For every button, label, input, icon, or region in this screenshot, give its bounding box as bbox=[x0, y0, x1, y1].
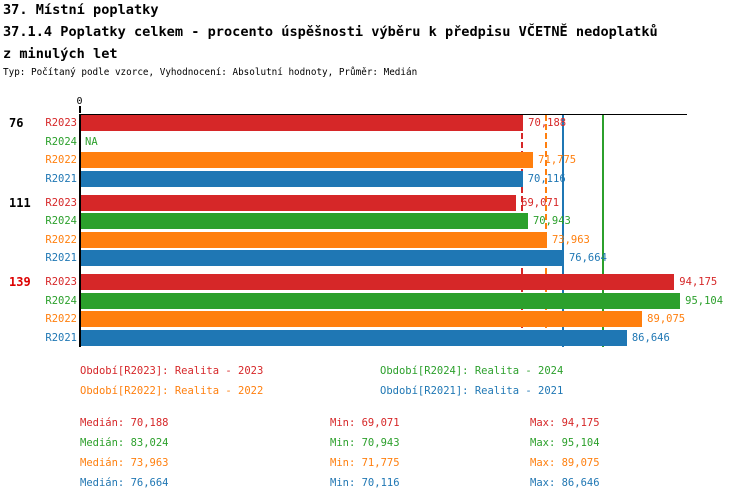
median-line-R2024 bbox=[602, 114, 604, 347]
chart-meta-line: Typ: Počítaný podle vzorce, Vyhodnocení:… bbox=[3, 67, 418, 78]
bar-value-label: 70,943 bbox=[532, 215, 571, 227]
bar-value-label: 69,071 bbox=[521, 196, 560, 209]
row-label-R2024: R2024 bbox=[45, 215, 77, 227]
group-label-111: 111 bbox=[9, 195, 31, 210]
bar-na-label-R2024: NA bbox=[85, 135, 98, 148]
row-label-R2024: R2024 bbox=[45, 135, 77, 148]
bar-value-label: 89,075 bbox=[647, 313, 686, 325]
group-label-139: 139 bbox=[9, 275, 31, 289]
bar-value-label: 70,116 bbox=[527, 172, 566, 185]
stat-median-R2023: Medián: 70,188 bbox=[80, 417, 169, 429]
bar-R2023-139 bbox=[81, 274, 675, 290]
bar-value-label: 76,664 bbox=[568, 252, 607, 264]
bar-R2022-76 bbox=[81, 152, 534, 168]
bar-R2021-139 bbox=[81, 329, 627, 346]
stat-max-R2023: Max: 94,175 bbox=[530, 417, 600, 429]
bar-R2023-76 bbox=[81, 115, 524, 131]
median-line-R2022 bbox=[545, 114, 547, 347]
row-label-R2022: R2022 bbox=[45, 233, 77, 246]
stat-min-R2022: Min: 71,775 bbox=[330, 457, 400, 469]
bar-R2024-111 bbox=[81, 213, 528, 229]
median-line-R2021 bbox=[562, 114, 564, 347]
stat-min-R2021: Min: 70,116 bbox=[330, 477, 400, 489]
row-label-R2023: R2023 bbox=[45, 276, 77, 288]
bar-value-label: 95,104 bbox=[685, 294, 724, 307]
chart-title-line2: z minulých let bbox=[3, 46, 118, 62]
group-label-76: 76 bbox=[9, 116, 24, 130]
bar-value-label: 70,188 bbox=[528, 117, 567, 129]
axis-tick bbox=[79, 106, 81, 113]
row-label-R2023: R2023 bbox=[45, 196, 77, 209]
stat-min-R2023: Min: 69,071 bbox=[330, 417, 400, 429]
chart-title-line1: 37.1.4 Poplatky celkem - procento úspěšn… bbox=[3, 24, 658, 40]
y-axis-line bbox=[79, 113, 81, 347]
row-label-R2022: R2022 bbox=[45, 154, 77, 166]
legend-item-R2023: Období[R2023]: Realita - 2023 bbox=[80, 365, 264, 377]
legend-item-R2024: Období[R2024]: Realita - 2024 bbox=[380, 365, 564, 377]
row-label-R2021: R2021 bbox=[45, 172, 77, 185]
bar-value-label: 73,963 bbox=[551, 233, 590, 246]
x-axis-top-line bbox=[79, 113, 687, 115]
bar-R2021-76 bbox=[81, 170, 523, 187]
stat-max-R2021: Max: 86,646 bbox=[530, 477, 600, 489]
bar-value-label: 94,175 bbox=[679, 276, 718, 288]
legend-item-R2021: Období[R2021]: Realita - 2021 bbox=[380, 385, 564, 397]
row-label-R2022: R2022 bbox=[45, 313, 77, 325]
bar-R2022-139 bbox=[81, 311, 643, 327]
bar-R2022-111 bbox=[81, 231, 547, 248]
axis-tick-label: 0 bbox=[76, 96, 83, 107]
row-label-R2023: R2023 bbox=[45, 117, 77, 129]
bar-R2023-111 bbox=[81, 194, 517, 211]
bar-R2021-111 bbox=[81, 250, 564, 266]
stat-median-R2022: Medián: 73,963 bbox=[80, 457, 169, 469]
row-label-R2024: R2024 bbox=[45, 294, 77, 307]
bar-R2024-139 bbox=[81, 292, 681, 309]
stat-max-R2024: Max: 95,104 bbox=[530, 437, 600, 449]
stat-median-R2021: Medián: 76,664 bbox=[80, 477, 169, 489]
stat-min-R2024: Min: 70,943 bbox=[330, 437, 400, 449]
row-label-R2021: R2021 bbox=[45, 331, 77, 344]
bar-value-label: 71,775 bbox=[538, 154, 577, 166]
legend-item-R2022: Období[R2022]: Realita - 2022 bbox=[80, 385, 264, 397]
stat-max-R2022: Max: 89,075 bbox=[530, 457, 600, 469]
row-label-R2021: R2021 bbox=[45, 252, 77, 264]
stat-median-R2024: Medián: 83,024 bbox=[80, 437, 169, 449]
median-line-R2023 bbox=[521, 114, 523, 347]
report-title: 37. Místní poplatky bbox=[3, 2, 159, 18]
bar-value-label: 86,646 bbox=[631, 331, 670, 344]
